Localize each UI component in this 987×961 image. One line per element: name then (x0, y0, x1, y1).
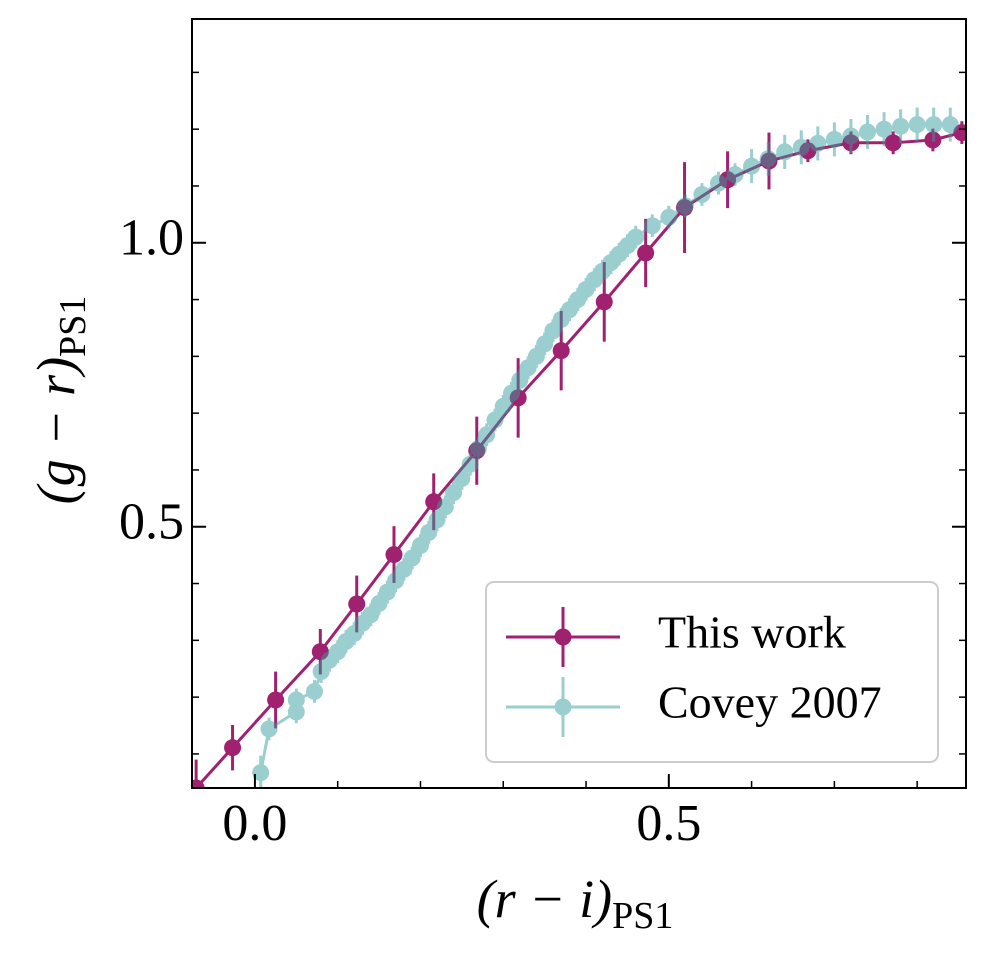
marker (445, 484, 463, 502)
marker (192, 779, 205, 788)
marker (287, 691, 305, 709)
marker (260, 720, 278, 738)
marker (536, 335, 554, 353)
marker (385, 546, 403, 564)
marker (224, 739, 242, 757)
legend-marker (554, 628, 572, 646)
marker (469, 439, 487, 457)
legend-marker (554, 698, 572, 716)
marker (709, 174, 727, 192)
marker (726, 166, 744, 184)
marker (693, 185, 711, 203)
marker (941, 116, 959, 134)
marker (643, 217, 661, 235)
marker (420, 523, 438, 541)
marker (908, 116, 926, 134)
marker (875, 120, 893, 138)
marker (660, 208, 678, 226)
marker (486, 411, 504, 429)
x-tick-label: 0.5 (636, 795, 701, 852)
marker (461, 455, 479, 473)
marker (453, 469, 471, 487)
y-axis-label: (g − r)PS1 (26, 296, 93, 505)
x-label-main: (r − i) (477, 869, 612, 929)
marker (792, 138, 810, 156)
marker (306, 682, 324, 700)
y-label-main: (g − r) (26, 357, 86, 504)
marker (503, 384, 521, 402)
marker (267, 691, 285, 709)
series (252, 107, 959, 788)
marker (925, 116, 943, 134)
legend-label: This work (658, 607, 846, 658)
legend-item (506, 607, 620, 667)
marker (511, 371, 529, 389)
marker (552, 342, 570, 360)
marker (436, 498, 454, 516)
legend-box (485, 581, 939, 763)
marker (825, 130, 843, 148)
marker (858, 123, 876, 141)
marker (403, 549, 421, 567)
legend-item (506, 677, 620, 737)
marker (676, 197, 694, 215)
marker (411, 536, 429, 554)
marker (428, 511, 446, 529)
marker (478, 426, 496, 444)
x-axis-label: (r − i)PS1 (477, 869, 674, 936)
marker (494, 397, 512, 415)
marker (809, 134, 827, 152)
y-label-sub: PS1 (52, 296, 94, 357)
y-tick-label: 0.5 (119, 494, 184, 551)
plot-frame (191, 18, 967, 789)
marker (759, 150, 777, 168)
marker (348, 595, 366, 613)
marker (627, 228, 645, 246)
marker (252, 764, 270, 782)
marker (776, 143, 794, 161)
y-tick-label: 1.0 (119, 210, 184, 267)
plot-area (192, 107, 966, 788)
marker (892, 117, 910, 135)
marker (842, 127, 860, 145)
legend-label: Covey 2007 (658, 677, 882, 728)
marker (884, 134, 902, 152)
marker (595, 293, 613, 311)
legend: This work Covey 2007 (485, 581, 939, 763)
x-label-sub: PS1 (612, 895, 673, 937)
marker (637, 244, 655, 262)
marker (743, 157, 761, 175)
marker (527, 347, 545, 365)
x-tick-label: 0.0 (222, 795, 287, 852)
marker (287, 703, 305, 721)
